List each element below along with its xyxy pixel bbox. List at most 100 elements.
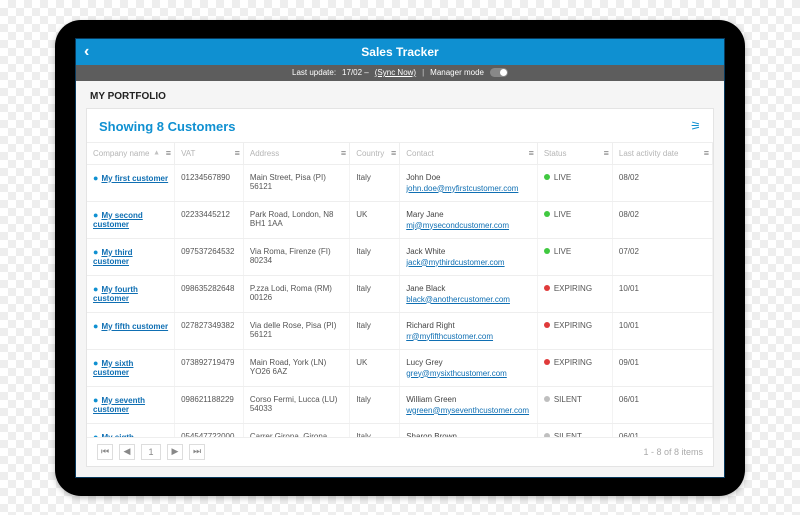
contact-email-link[interactable]: rr@myfifthcustomer.com: [406, 332, 493, 341]
column-menu-icon[interactable]: ≡: [235, 148, 240, 158]
contact-name: John Doe: [406, 173, 533, 182]
country-cell: Italy: [350, 423, 400, 437]
status-cell: EXPIRING: [537, 312, 612, 349]
company-link[interactable]: My fifth customer: [101, 322, 168, 331]
country-cell: Italy: [350, 312, 400, 349]
company-link[interactable]: My sixth customer: [93, 359, 133, 377]
titlebar: ‹ Sales Tracker: [76, 39, 724, 65]
table-row[interactable]: ●My first customer01234567890Main Street…: [87, 164, 713, 201]
pager-prev[interactable]: ◀: [119, 444, 135, 460]
table-row[interactable]: ●My fifth customer027827349382Via delle …: [87, 312, 713, 349]
pager-page[interactable]: 1: [141, 444, 161, 460]
vat-cell: 073892719479: [175, 349, 244, 386]
table-row[interactable]: ●My seventh customer 098621188229Corso Fe…: [87, 386, 713, 423]
company-link[interactable]: My first customer: [101, 174, 168, 183]
address-cell: P.zza Lodi, Roma (RM) 00126: [243, 275, 349, 312]
address-cell: Via delle Rose, Pisa (PI) 56121: [243, 312, 349, 349]
company-link[interactable]: My seventh customer: [93, 396, 145, 414]
col-header[interactable]: Company name▲≡: [87, 142, 175, 164]
country-cell: Italy: [350, 238, 400, 275]
contact-email-link[interactable]: jack@mythirdcustomer.com: [406, 258, 504, 267]
pager-range: 1 - 8 of 8 items: [643, 447, 703, 457]
date-cell: 10/01: [612, 312, 712, 349]
column-menu-icon[interactable]: ≡: [604, 148, 609, 158]
table-row[interactable]: ●My eigth customer054547722000Carrer Gir…: [87, 423, 713, 437]
contact-name: Mary Jane: [406, 210, 533, 219]
tablet-frame: ‹ Sales Tracker Last update: 17/02 – (Sy…: [55, 20, 745, 496]
card-header: Showing 8 Customers ⚞: [87, 109, 713, 142]
status-cell: EXPIRING: [537, 275, 612, 312]
address-cell: Park Road, London, N8 BH1 1AA: [243, 201, 349, 238]
address-cell: Corso Fermi, Lucca (LU) 54033: [243, 386, 349, 423]
column-menu-icon[interactable]: ≡: [341, 148, 346, 158]
vat-cell: 097537264532: [175, 238, 244, 275]
customers-card: Showing 8 Customers ⚞ Company name▲≡VAT≡…: [86, 108, 714, 467]
back-button[interactable]: ‹: [84, 43, 89, 61]
col-header[interactable]: Last activity date≡: [612, 142, 712, 164]
status-cell: SILENT: [537, 423, 612, 437]
pager-first[interactable]: ⏮: [97, 444, 113, 460]
app-title: Sales Tracker: [361, 45, 438, 59]
column-menu-icon[interactable]: ≡: [166, 148, 171, 158]
contact-email-link[interactable]: black@anothercustomer.com: [406, 295, 510, 304]
col-header[interactable]: Contact≡: [400, 142, 538, 164]
filter-icon[interactable]: ⚞: [690, 119, 701, 133]
info-icon[interactable]: ●: [93, 210, 98, 220]
contact-name: Lucy Grey: [406, 358, 533, 367]
pager-last[interactable]: ⏭: [189, 444, 205, 460]
address-cell: Main Street, Pisa (PI) 56121: [243, 164, 349, 201]
col-header[interactable]: Address≡: [243, 142, 349, 164]
info-icon[interactable]: ●: [93, 247, 98, 257]
sort-icon[interactable]: ▲: [153, 150, 160, 157]
last-update-value: 17/02 –: [342, 68, 369, 77]
company-link[interactable]: My second customer: [93, 211, 143, 229]
contact-email-link[interactable]: mj@mysecondcustomer.com: [406, 221, 509, 230]
date-cell: 06/01: [612, 423, 712, 437]
country-cell: Italy: [350, 275, 400, 312]
company-link[interactable]: My fourth customer: [93, 285, 138, 303]
date-cell: 08/02: [612, 164, 712, 201]
status-cell: LIVE: [537, 164, 612, 201]
address-cell: Main Road, York (LN) YO26 6AZ: [243, 349, 349, 386]
column-menu-icon[interactable]: ≡: [391, 148, 396, 158]
country-cell: Italy: [350, 164, 400, 201]
date-cell: 09/01: [612, 349, 712, 386]
contact-name: Jane Black: [406, 284, 533, 293]
table-scroll[interactable]: Company name▲≡VAT≡Address≡Country≡Contac…: [87, 142, 713, 437]
country-cell: Italy: [350, 386, 400, 423]
col-header[interactable]: VAT≡: [175, 142, 244, 164]
col-header[interactable]: Country≡: [350, 142, 400, 164]
company-link[interactable]: My third customer: [93, 248, 133, 266]
info-icon[interactable]: ●: [93, 284, 98, 294]
vat-cell: 098635282648: [175, 275, 244, 312]
contact-name: Richard Right: [406, 321, 533, 330]
vat-cell: 02233445212: [175, 201, 244, 238]
col-header[interactable]: Status≡: [537, 142, 612, 164]
section-label: MY PORTFOLIO: [76, 81, 724, 108]
table-row[interactable]: ●My fourth customer 098635282648P.zza Lod…: [87, 275, 713, 312]
address-cell: Carrer Girona, Girona 08620: [243, 423, 349, 437]
contact-email-link[interactable]: wgreen@myseventhcustomer.com: [406, 406, 529, 415]
contact-email-link[interactable]: john.doe@myfirstcustomer.com: [406, 184, 518, 193]
table-row[interactable]: ●My third customer097537264532Via Roma, …: [87, 238, 713, 275]
table-row[interactable]: ●My second customer 02233445212Park Road,…: [87, 201, 713, 238]
manager-mode-label: Manager mode: [430, 68, 484, 77]
showing-count: Showing 8 Customers: [99, 119, 236, 134]
manager-mode-toggle[interactable]: [490, 68, 508, 77]
app-screen: ‹ Sales Tracker Last update: 17/02 – (Sy…: [75, 38, 725, 478]
info-icon[interactable]: ●: [93, 321, 98, 331]
table-row[interactable]: ●My sixth customer 073892719479Main Road,…: [87, 349, 713, 386]
info-icon[interactable]: ●: [93, 358, 98, 368]
vat-cell: 054547722000: [175, 423, 244, 437]
contact-email-link[interactable]: grey@mysixthcustomer.com: [406, 369, 507, 378]
last-update-label: Last update:: [292, 68, 336, 77]
sync-now-link[interactable]: (Sync Now): [375, 68, 416, 77]
column-menu-icon[interactable]: ≡: [704, 148, 709, 158]
info-icon[interactable]: ●: [93, 395, 98, 405]
customers-table: Company name▲≡VAT≡Address≡Country≡Contac…: [87, 142, 713, 437]
date-cell: 07/02: [612, 238, 712, 275]
info-icon[interactable]: ●: [93, 173, 98, 183]
vat-cell: 098621188229: [175, 386, 244, 423]
column-menu-icon[interactable]: ≡: [529, 148, 534, 158]
pager-next[interactable]: ▶: [167, 444, 183, 460]
